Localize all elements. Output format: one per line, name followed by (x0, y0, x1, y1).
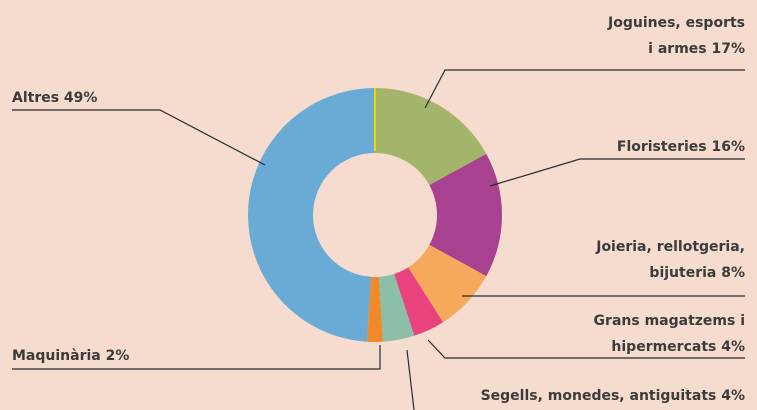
donut-slice (375, 88, 487, 186)
donut-slice (367, 276, 383, 342)
donut-slice (394, 267, 444, 336)
slice-label: Maquinària 2% (12, 348, 129, 364)
slice-label: Joguines, esports (607, 15, 745, 31)
leader-line (12, 109, 266, 166)
donut-slice (408, 244, 487, 323)
slice-label: Segells, monedes, antiguitats 4% (481, 388, 745, 404)
leader-line (406, 349, 415, 410)
slice-label: Floristeries 16% (617, 139, 745, 155)
leader-line (12, 345, 381, 370)
donut-slice (429, 153, 502, 277)
leader-line (424, 69, 745, 109)
donut-slice (248, 88, 375, 342)
slice-label: bijuteria 8% (649, 265, 745, 281)
slice-label: Grans magatzems i (594, 313, 745, 329)
leader-line (489, 158, 745, 187)
donut-slice (378, 273, 415, 342)
slice-label: Altres 49% (12, 90, 97, 106)
slice-label: Joieria, rellotgeria, (595, 239, 745, 255)
slice-label: i armes 17% (648, 41, 745, 57)
leader-line (427, 339, 745, 359)
slice-label: hipermercats 4% (611, 339, 745, 355)
